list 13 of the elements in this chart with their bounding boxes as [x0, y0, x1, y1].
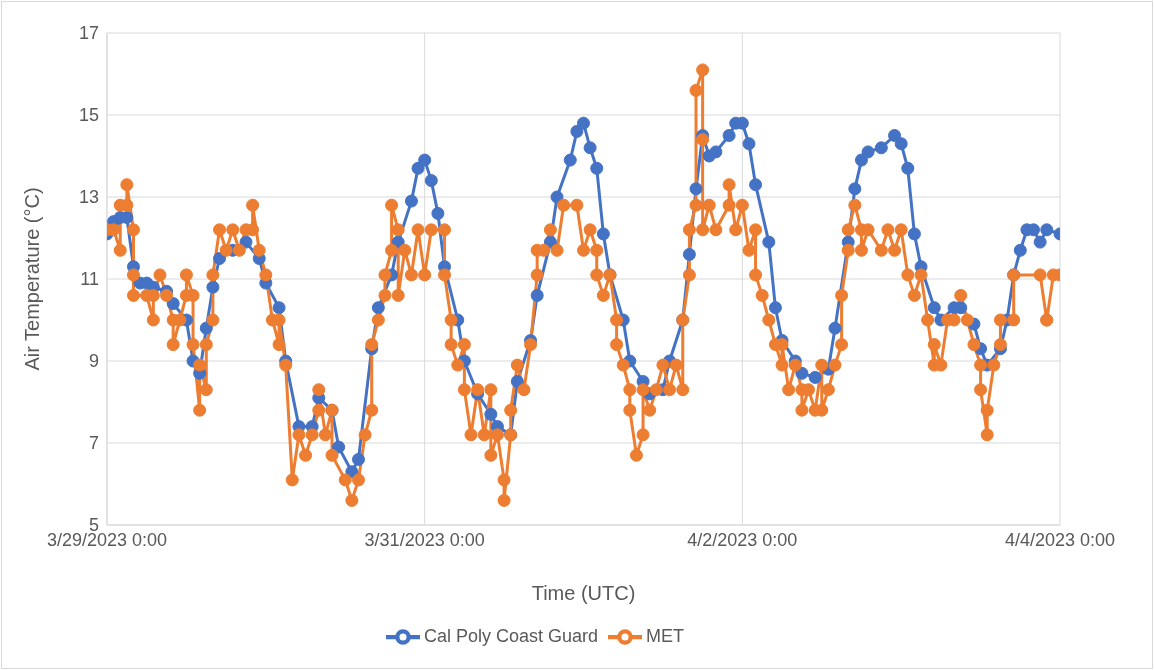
y-tick-label: 9: [88, 351, 99, 372]
y-tick-label: 15: [78, 105, 99, 126]
x-tick-label: 4/2/2023 0:00: [687, 529, 798, 550]
x-axis-title: Time (UTC): [531, 582, 636, 604]
y-tick-label: 17: [78, 23, 99, 44]
legend-label: MET: [646, 625, 685, 646]
y-axis-title: Air Temperature (°C): [21, 187, 44, 371]
y-tick-label: 7: [88, 433, 99, 454]
y-tick-label: 11: [80, 269, 99, 290]
legend-label: Cal Poly Coast Guard: [423, 625, 599, 646]
x-tick-label: 3/31/2023 0:00: [364, 529, 485, 550]
x-tick-label: 4/4/2023 0:00: [1004, 529, 1116, 550]
y-tick-label: 13: [78, 187, 99, 208]
